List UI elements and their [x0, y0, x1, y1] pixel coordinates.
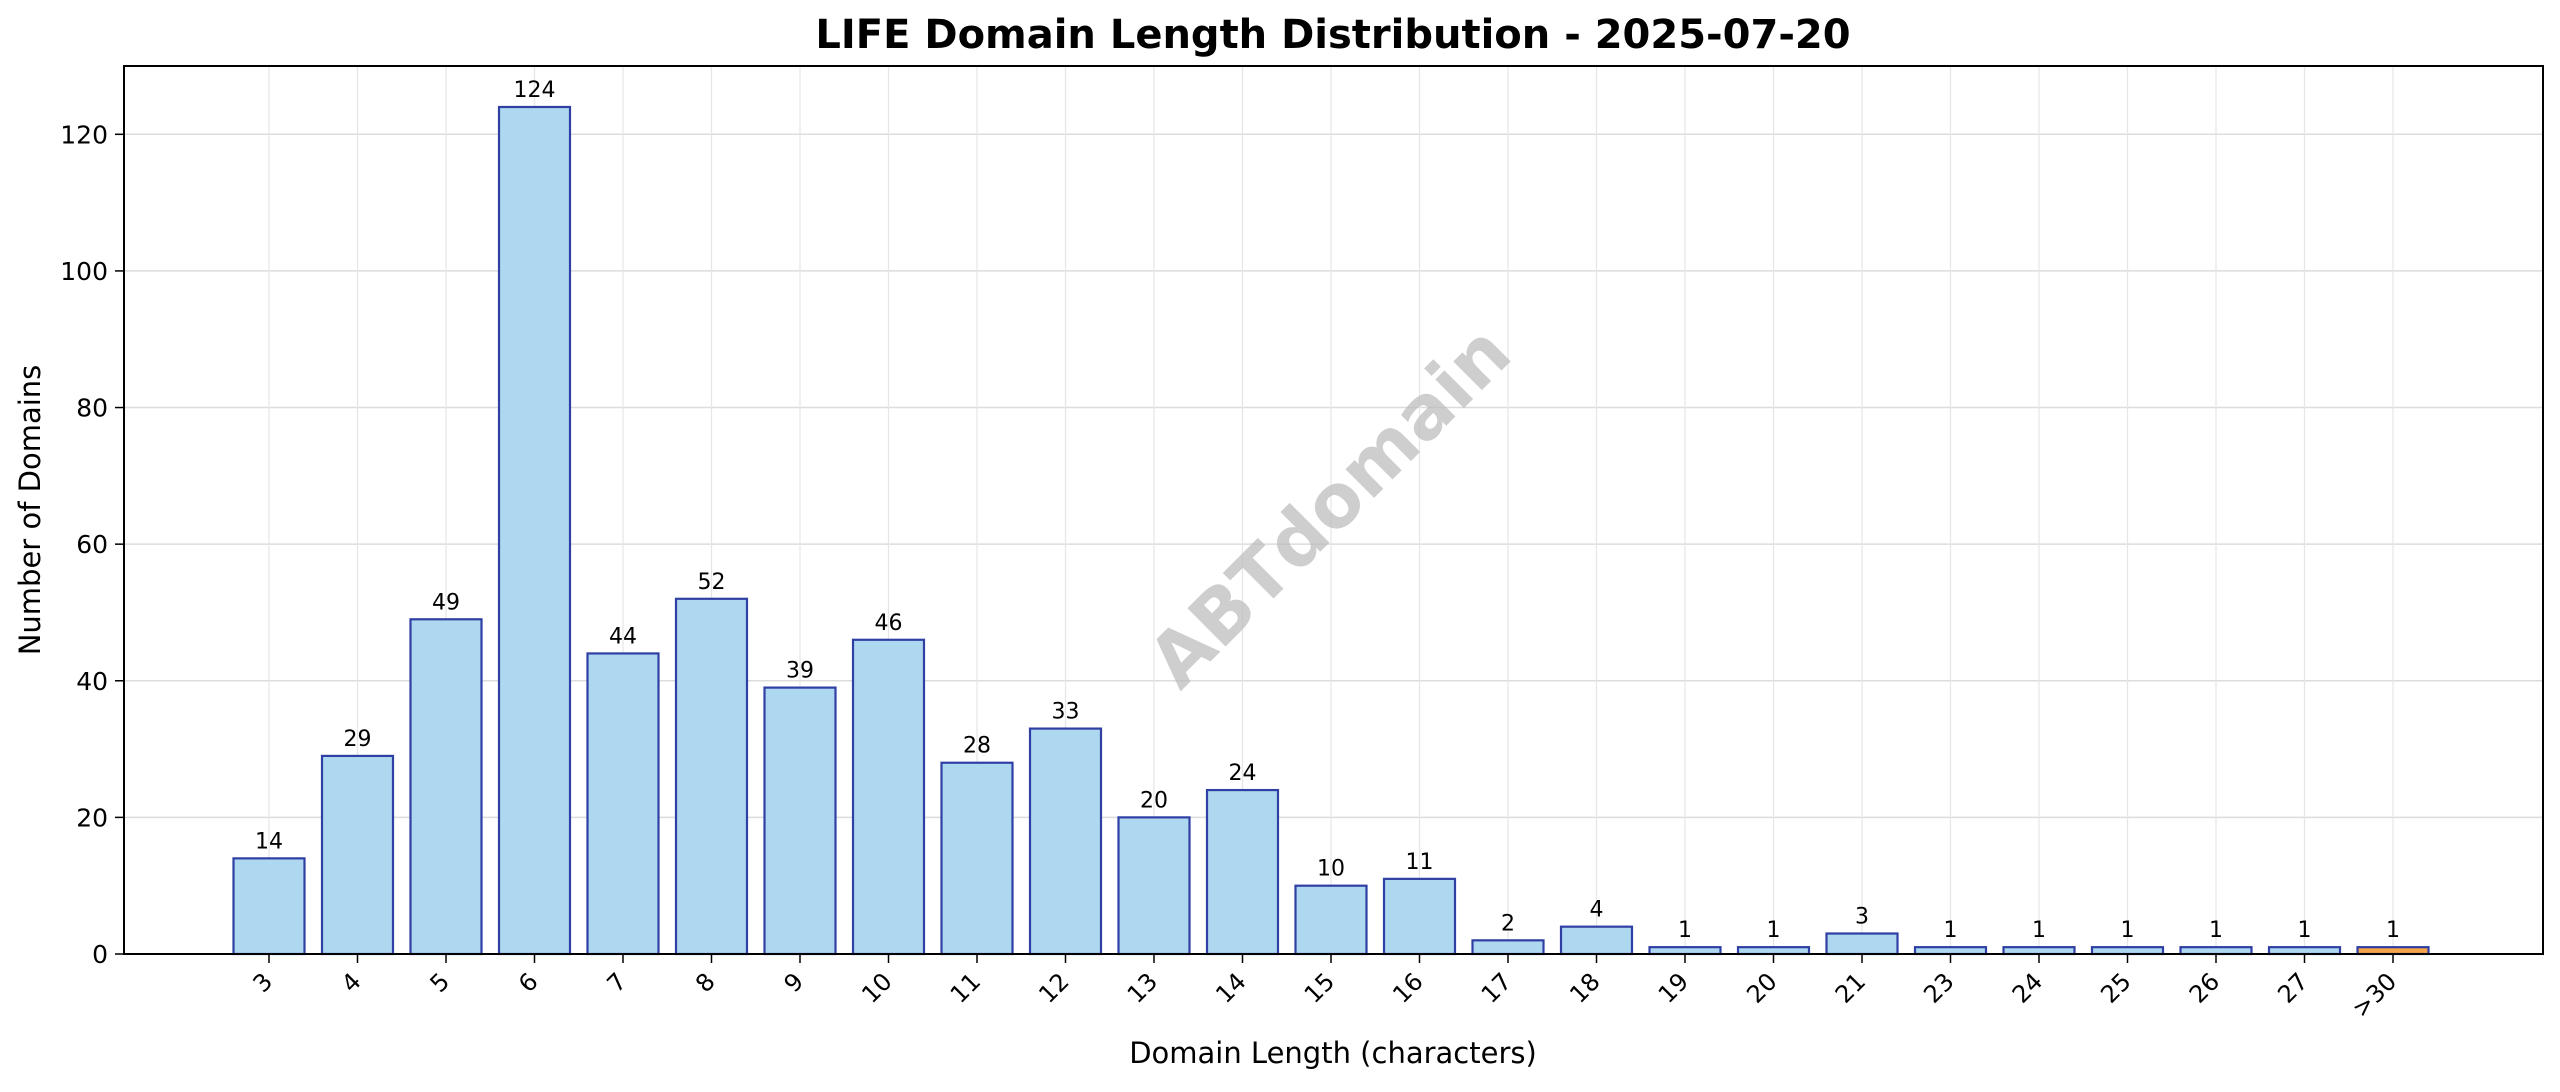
chart-title: LIFE Domain Length Distribution - 2025-0… — [815, 12, 1850, 58]
bar-value-label: 10 — [1317, 857, 1345, 882]
bar-12 — [1028, 727, 1103, 956]
bar-value-label: 1 — [2386, 918, 2400, 943]
bar-value-label: 124 — [514, 78, 556, 103]
bar-value-label: 29 — [344, 727, 372, 752]
bar-25 — [2090, 946, 2165, 956]
bar-value-label: 11 — [1406, 850, 1434, 875]
bar-20 — [1736, 946, 1811, 956]
bars — [232, 105, 2430, 956]
bar-7 — [586, 652, 660, 956]
bar-23 — [1913, 946, 1988, 956]
bar-value-label: 1 — [2032, 918, 2046, 943]
bar-16 — [1382, 877, 1457, 956]
bar-value-label: 39 — [786, 659, 814, 684]
bar-value-label: 1 — [1767, 918, 1781, 943]
bar-value-label: 1 — [2121, 918, 2135, 943]
bar-value-label: 49 — [432, 590, 460, 615]
bar-6 — [497, 105, 572, 956]
bar-21 — [1825, 932, 1899, 956]
bar-19 — [1648, 946, 1722, 956]
plot-frame — [123, 65, 2544, 955]
bar-4 — [320, 754, 395, 956]
y-tick-label: 60 — [76, 530, 108, 559]
y-tick-label: 40 — [76, 667, 108, 696]
bar-value-label: 1 — [2209, 918, 2223, 943]
bar-24 — [2002, 946, 2076, 956]
bar-value-label: 44 — [609, 624, 637, 649]
bar-14 — [1205, 788, 1280, 956]
y-tick-label: 0 — [92, 940, 108, 969]
y-tick-label: 20 — [76, 803, 108, 832]
bar-value-label: 2 — [1501, 911, 1515, 936]
y-axis-label: Number of Domains — [13, 365, 47, 656]
bar-value-label: 46 — [875, 611, 903, 636]
y-ticks: 0 20 40 60 80 100 120 — [60, 120, 124, 969]
bar-15 — [1294, 884, 1368, 956]
bar-value-label: 28 — [963, 734, 991, 759]
bar-gt30 — [2356, 946, 2430, 956]
bar-26 — [2179, 946, 2253, 956]
bar-value-label: 14 — [255, 829, 283, 854]
bar-17 — [1471, 939, 1545, 956]
bar-8 — [674, 597, 749, 956]
bar-value-label: 4 — [1590, 898, 1604, 923]
bar-10 — [851, 638, 926, 956]
bar-27 — [2267, 946, 2342, 956]
bar-5 — [409, 618, 483, 956]
bar-value-label: 33 — [1052, 700, 1080, 725]
bar-value-label: 52 — [698, 570, 726, 595]
y-tick-label: 80 — [76, 394, 108, 423]
bar-value-label: 1 — [1944, 918, 1958, 943]
x-axis-label: Domain Length (characters) — [1129, 1036, 1537, 1070]
bar-value-label: 20 — [1140, 788, 1168, 813]
bar-18 — [1559, 925, 1634, 956]
bar-value-label: 1 — [2298, 918, 2312, 943]
bar-3 — [232, 857, 306, 956]
y-tick-label: 120 — [60, 120, 108, 149]
y-tick-label: 100 — [60, 257, 108, 286]
bar-value-label: 24 — [1229, 761, 1257, 786]
bar-value-label: 1 — [1678, 918, 1692, 943]
bar-value-label: 3 — [1855, 905, 1869, 930]
bar-11 — [940, 761, 1014, 956]
bar-13 — [1117, 816, 1191, 956]
bar-9 — [763, 686, 837, 956]
